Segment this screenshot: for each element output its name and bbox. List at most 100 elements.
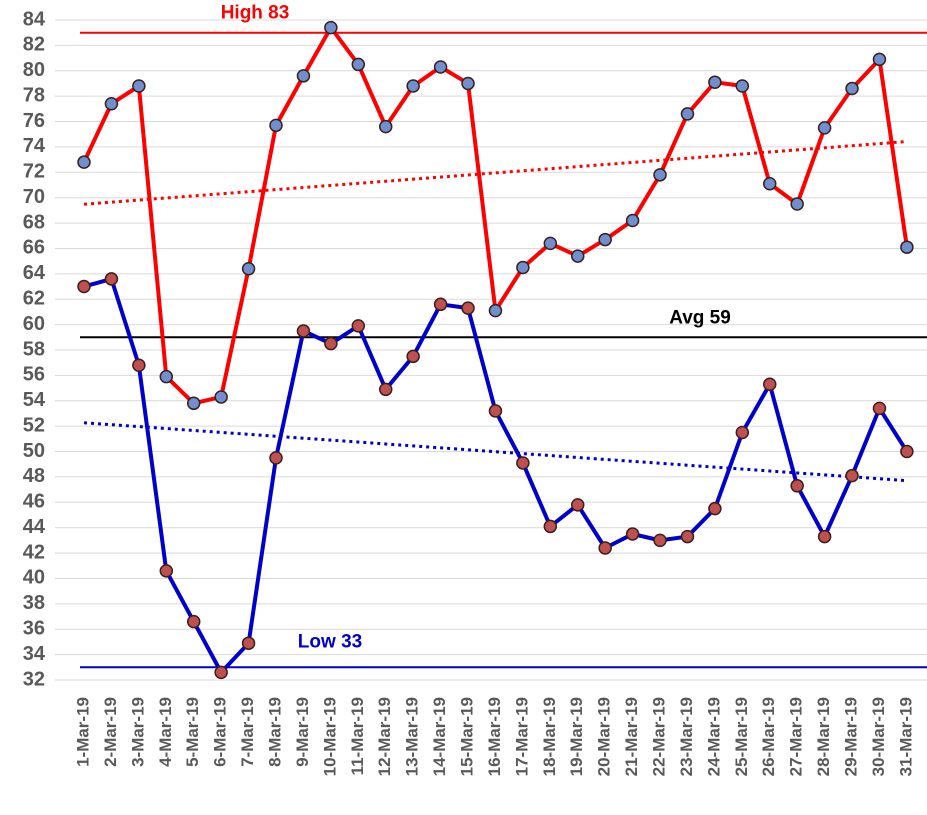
marker <box>817 529 832 544</box>
reference-label: Low 33 <box>298 631 362 652</box>
marker <box>680 107 695 121</box>
x-tick-label: 26-Mar-19 <box>759 697 778 776</box>
marker <box>132 79 146 93</box>
marker <box>872 401 887 416</box>
marker <box>763 377 777 392</box>
marker <box>653 533 667 548</box>
marker <box>625 527 640 541</box>
marker <box>433 297 448 312</box>
x-tick-label: 7-Mar-19 <box>238 697 257 767</box>
marker <box>570 498 585 512</box>
marker <box>653 168 667 182</box>
marker <box>186 396 201 411</box>
marker <box>104 272 119 286</box>
y-tick-label: 52 <box>23 414 45 436</box>
marker <box>845 468 859 483</box>
marker <box>845 81 859 96</box>
x-tick-label: 24-Mar-19 <box>704 697 723 776</box>
y-tick-label: 60 <box>23 313 45 335</box>
marker <box>570 249 585 263</box>
x-tick-label: 23-Mar-19 <box>677 697 696 776</box>
marker <box>269 118 283 133</box>
x-tick-label: 28-Mar-19 <box>814 697 833 776</box>
y-tick-label: 40 <box>23 567 45 589</box>
x-tick-label: 5-Mar-19 <box>183 697 202 767</box>
marker <box>461 76 475 91</box>
x-tick-label: 16-Mar-19 <box>485 697 504 776</box>
y-tick-label: 44 <box>23 516 46 538</box>
marker <box>378 382 393 397</box>
reference-label: High 83 <box>221 3 290 24</box>
marker <box>77 155 91 169</box>
marker <box>351 57 366 72</box>
y-tick-label: 72 <box>23 161 45 183</box>
marker <box>406 79 420 93</box>
y-tick-label: 34 <box>23 643 46 665</box>
marker <box>735 425 750 440</box>
trend-line <box>83 421 908 483</box>
y-tick-label: 58 <box>23 338 45 360</box>
y-tick-label: 46 <box>23 491 45 513</box>
y-tick-label: 42 <box>23 541 45 563</box>
y-tick-label: 78 <box>23 84 45 106</box>
y-tick-label: 50 <box>23 440 45 462</box>
marker <box>77 279 91 294</box>
marker <box>708 501 722 516</box>
y-tick-label: 54 <box>23 389 46 411</box>
x-tick-label: 8-Mar-19 <box>265 697 284 767</box>
marker <box>900 444 914 459</box>
marker <box>324 336 338 351</box>
series-line <box>82 25 909 406</box>
marker <box>900 240 914 254</box>
x-tick-label: 19-Mar-19 <box>567 697 586 776</box>
x-tick-label: 12-Mar-19 <box>375 697 394 776</box>
marker <box>241 262 256 276</box>
x-tick-label: 6-Mar-19 <box>211 697 230 767</box>
x-tick-label: 2-Mar-19 <box>101 697 120 767</box>
marker <box>132 358 146 372</box>
marker <box>296 324 311 338</box>
y-tick-label: 74 <box>23 135 46 157</box>
marker <box>735 79 750 93</box>
marker <box>872 52 887 67</box>
marker <box>461 301 475 315</box>
y-tick-label: 82 <box>23 34 45 56</box>
x-tick-label: 9-Mar-19 <box>293 697 312 767</box>
marker <box>324 20 338 35</box>
x-tick-label: 15-Mar-19 <box>458 697 477 776</box>
x-tick-label: 22-Mar-19 <box>650 697 669 776</box>
marker <box>488 404 503 418</box>
y-tick-label: 80 <box>23 59 45 81</box>
y-tick-label: 38 <box>23 592 45 614</box>
x-tick-label: 11-Mar-19 <box>348 697 367 775</box>
marker <box>543 236 558 251</box>
x-tick-label: 18-Mar-19 <box>540 697 559 776</box>
marker <box>516 456 530 470</box>
marker <box>296 69 311 83</box>
marker <box>488 303 503 318</box>
y-tick-label: 48 <box>23 465 45 487</box>
marker <box>817 121 832 135</box>
x-tick-label: 25-Mar-19 <box>732 697 751 776</box>
y-tick-label: 32 <box>23 668 45 690</box>
reference-label: Avg 59 <box>669 307 731 328</box>
marker <box>433 60 448 74</box>
marker <box>598 232 612 247</box>
x-tick-label: 3-Mar-19 <box>128 697 147 767</box>
x-tick-label: 10-Mar-19 <box>320 697 339 776</box>
x-tick-label: 4-Mar-19 <box>156 697 175 767</box>
x-tick-label: 21-Mar-19 <box>622 697 641 776</box>
x-tick-label: 1-Mar-19 <box>73 697 92 767</box>
x-tick-label: 27-Mar-19 <box>787 697 806 776</box>
marker <box>241 636 256 650</box>
marker <box>159 369 174 384</box>
y-tick-label: 66 <box>23 237 45 259</box>
marker <box>708 75 722 89</box>
marker <box>680 529 695 544</box>
y-tick-label: 70 <box>23 186 45 208</box>
x-tick-label: 20-Mar-19 <box>595 697 614 776</box>
marker <box>378 119 393 134</box>
marker <box>516 260 530 275</box>
x-tick-label: 31-Mar-19 <box>896 697 915 776</box>
